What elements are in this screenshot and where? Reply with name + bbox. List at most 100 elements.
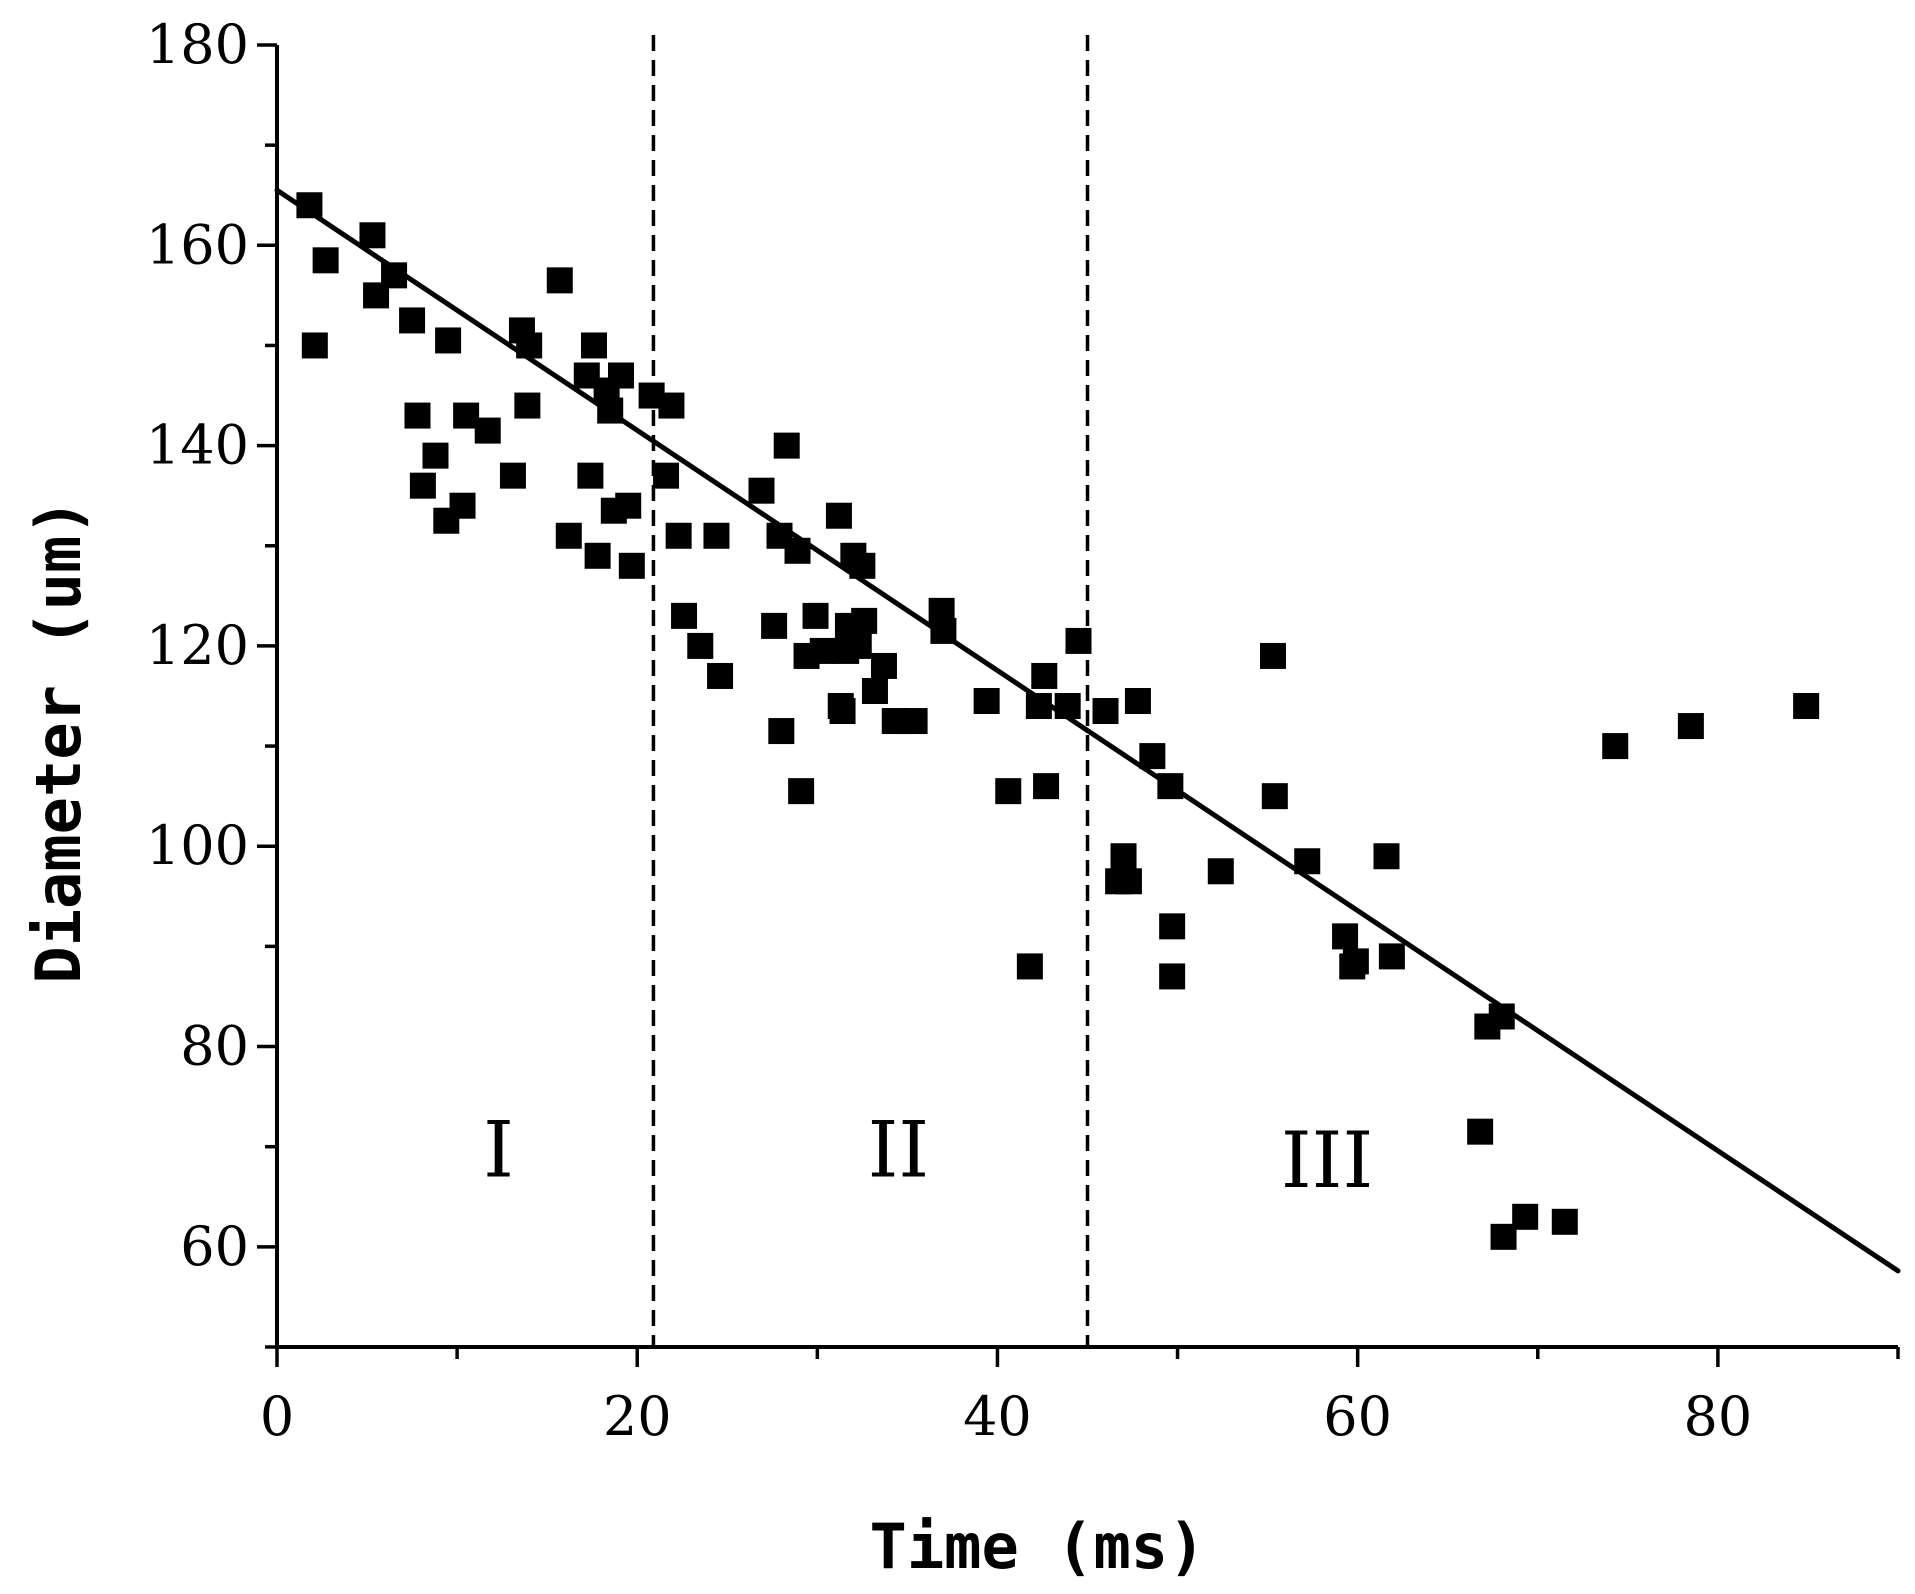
- data-point: [409, 472, 436, 499]
- data-point: [1793, 693, 1820, 720]
- data-point: [1467, 1118, 1494, 1145]
- data-point: [580, 332, 607, 359]
- y-tick-label: 80: [180, 1015, 249, 1078]
- x-tick-label: 20: [603, 1385, 672, 1448]
- data-point: [381, 262, 408, 289]
- data-point: [870, 652, 897, 679]
- data-point: [359, 222, 386, 249]
- x-tick-label: 60: [1323, 1385, 1392, 1448]
- data-point: [658, 392, 685, 419]
- data-point: [584, 542, 611, 569]
- data-point: [555, 522, 582, 549]
- data-point: [1342, 948, 1369, 975]
- data-point: [1551, 1208, 1578, 1235]
- data-point: [707, 662, 734, 689]
- y-tick-label: 120: [146, 614, 249, 677]
- data-point: [1092, 698, 1119, 725]
- data-point: [1207, 858, 1234, 885]
- y-tick-label: 160: [146, 213, 249, 276]
- data-point: [809, 637, 836, 664]
- data-point: [1065, 627, 1092, 654]
- data-point: [1294, 848, 1321, 875]
- y-tick-label: 140: [146, 414, 249, 477]
- y-axis-title: Diameter (um): [22, 498, 95, 983]
- data-point: [901, 708, 928, 735]
- data-point: [1031, 662, 1058, 689]
- data-point: [849, 552, 876, 579]
- data-point: [1054, 693, 1081, 720]
- data-point: [995, 778, 1022, 805]
- data-point: [1033, 773, 1060, 800]
- data-point: [404, 402, 431, 429]
- data-point: [577, 462, 604, 489]
- data-point: [1157, 773, 1184, 800]
- data-point: [449, 492, 476, 519]
- plot-area: I II III: [274, 35, 1901, 1347]
- data-point: [861, 677, 888, 704]
- data-point: [1602, 733, 1629, 760]
- axes: 0 20 40 60 80 60 80 100 120 140 160 180: [146, 13, 1900, 1448]
- data-point: [615, 492, 642, 519]
- data-point: [1488, 1003, 1515, 1030]
- data-point: [1260, 642, 1287, 669]
- data-point: [1512, 1203, 1539, 1230]
- x-tick-label: 0: [260, 1385, 294, 1448]
- data-point: [296, 192, 323, 219]
- x-axis-title: Time (ms): [870, 1510, 1206, 1583]
- y-tick-label: 60: [180, 1215, 249, 1278]
- data-point: [422, 442, 449, 469]
- data-point: [1025, 693, 1052, 720]
- data-point: [973, 688, 1000, 715]
- region-label-1: I: [483, 1106, 514, 1196]
- data-point: [435, 327, 462, 354]
- data-point: [1110, 843, 1137, 870]
- data-point: [1677, 713, 1704, 740]
- data-point: [825, 502, 852, 529]
- data-point: [608, 362, 635, 389]
- data-point: [597, 397, 624, 424]
- data-point: [930, 617, 957, 644]
- data-point: [845, 632, 872, 659]
- data-point: [653, 462, 680, 489]
- y-tick-label: 100: [146, 814, 249, 877]
- data-point: [802, 602, 829, 629]
- data-point: [761, 612, 788, 639]
- data-point: [703, 522, 730, 549]
- data-point: [1373, 843, 1400, 870]
- data-point: [851, 607, 878, 634]
- data-point: [748, 477, 775, 504]
- data-point: [1016, 953, 1043, 980]
- x-tick-label: 40: [963, 1385, 1032, 1448]
- data-point: [829, 698, 856, 725]
- data-point: [499, 462, 526, 489]
- data-point: [516, 332, 543, 359]
- fit-line: [274, 187, 1901, 1274]
- data-point: [665, 522, 692, 549]
- data-point: [546, 267, 573, 294]
- data-point: [618, 552, 645, 579]
- data-point: [1261, 783, 1288, 810]
- region-label-2: II: [868, 1106, 930, 1196]
- data-point: [1378, 943, 1405, 970]
- data-point: [1159, 963, 1186, 990]
- data-point: [514, 392, 541, 419]
- data-point: [687, 632, 714, 659]
- data-point: [312, 247, 339, 274]
- data-point: [1332, 923, 1359, 950]
- data-point: [399, 307, 426, 334]
- data-point: [773, 432, 800, 459]
- x-tick-label: 80: [1684, 1385, 1753, 1448]
- data-point: [788, 778, 815, 805]
- data-point: [474, 417, 501, 444]
- data-point: [1124, 688, 1151, 715]
- data-point: [784, 537, 811, 564]
- data-point: [301, 332, 328, 359]
- region-label-3: III: [1281, 1116, 1373, 1206]
- data-point: [1139, 743, 1166, 770]
- data-point: [671, 602, 698, 629]
- data-point: [768, 718, 795, 745]
- y-tick-label: 180: [146, 13, 249, 76]
- data-point: [1115, 868, 1142, 895]
- data-point: [1159, 913, 1186, 940]
